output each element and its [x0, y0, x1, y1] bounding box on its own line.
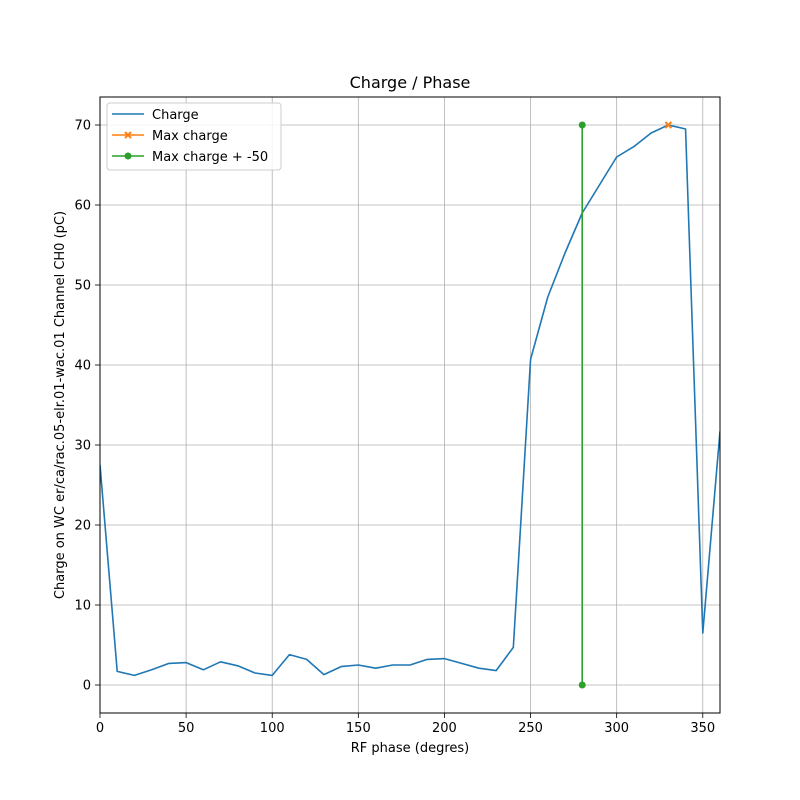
legend-label-charge: Charge	[152, 108, 199, 123]
x-tick-label: 100	[260, 721, 285, 736]
y-tick-label: 70	[74, 119, 91, 134]
x-tick-label: 50	[178, 721, 195, 736]
y-tick-label: 60	[74, 199, 91, 214]
series-0	[100, 124, 720, 677]
legend-marker-max-charge	[124, 131, 132, 139]
legend-marker-max-charge-offset	[124, 152, 132, 160]
x-tick-label: 250	[518, 721, 543, 736]
series-2	[578, 121, 586, 689]
series-1	[664, 121, 673, 129]
legend-box	[106, 102, 282, 171]
grid	[99, 97, 720, 713]
x-tick-label: 300	[604, 721, 629, 736]
legend: Charge Max charge Max charge + -50	[106, 102, 282, 171]
y-tick-label: 10	[74, 599, 91, 614]
y-tick-label: 30	[74, 439, 91, 454]
plot-lines	[100, 121, 720, 689]
x-tick-label: 350	[690, 721, 715, 736]
plot-frame	[99, 96, 721, 714]
y-tick-label: 0	[83, 679, 91, 694]
data-point	[664, 121, 673, 129]
legend-label-max-charge-offset: Max charge + -50	[152, 150, 268, 165]
chart-title: Charge / Phase	[350, 73, 471, 92]
axis-ticks: 0 50 100 150 200 250 300 350 0 10 20 30 40 50 60 70	[74, 119, 715, 737]
x-tick-label: 200	[432, 721, 457, 736]
y-axis-label: Charge on WC er/ca/rac.05-elr.01-wac.01 …	[53, 211, 68, 599]
x-tick-label: 150	[346, 721, 371, 736]
legend-label-max-charge: Max charge	[152, 129, 228, 144]
y-tick-label: 20	[74, 519, 91, 534]
y-tick-label: 40	[74, 359, 91, 374]
data-point	[578, 121, 586, 129]
x-tick-label: 0	[96, 721, 104, 736]
x-axis-label: RF phase (degres)	[351, 741, 469, 756]
data-point	[578, 681, 586, 689]
y-tick-label: 50	[74, 279, 91, 294]
series-line-0	[100, 124, 720, 677]
